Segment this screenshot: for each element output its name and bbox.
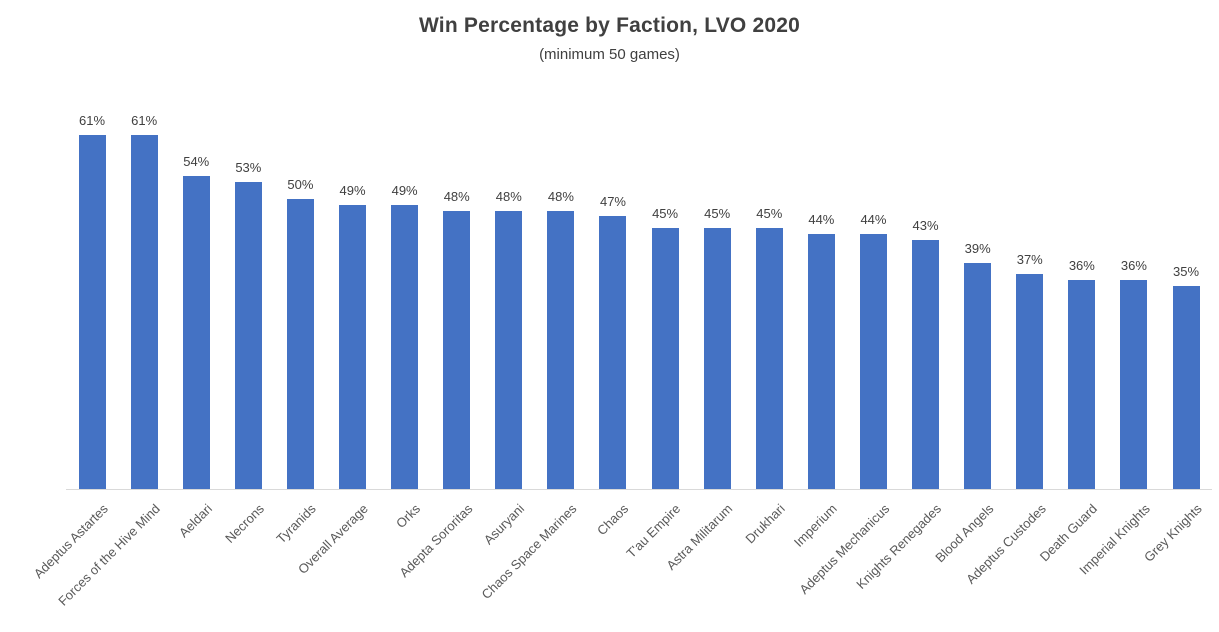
bar-group: 37% Adeptus Custodes (963, 89, 1056, 586)
chart-title: Win Percentage by Faction, LVO 2020 (418, 14, 801, 37)
x-axis-label: Necrons (222, 501, 267, 546)
bar-value-label: 48% (443, 188, 470, 204)
bar-value-label: 36% (1068, 258, 1095, 274)
bar-group: 36% Death Guard (1037, 89, 1108, 564)
bar-value-label: 47% (599, 194, 626, 210)
bar-value-label: 45% (704, 206, 731, 221)
bar-group: 48% Chaos Space Marines (478, 89, 587, 602)
bar (182, 175, 210, 489)
bar-value-label: 35% (1173, 264, 1200, 279)
bar-group: 54% Aeldari (170, 89, 222, 540)
bar-group: 43% Knights Renegades (853, 89, 952, 592)
bar (495, 210, 523, 489)
bar (130, 135, 158, 489)
x-axis-label: Imperium (791, 501, 840, 550)
bar (651, 228, 679, 489)
bar (859, 233, 887, 489)
x-axis-label: Tyranids (273, 501, 320, 547)
bar (1120, 280, 1148, 489)
bar-value-label: 61% (131, 113, 158, 129)
x-axis-label: Orks (393, 501, 424, 532)
bar-value-label: 44% (860, 211, 887, 227)
bar-value-label: 49% (339, 182, 366, 198)
bar-value-label: 61% (79, 113, 106, 129)
bar-value-label: 43% (912, 217, 939, 233)
bar-value-label: 45% (652, 206, 679, 221)
bar-value-label: 45% (756, 206, 783, 221)
bar (234, 181, 262, 489)
bar-group: 35% Grey Knights (1141, 89, 1212, 565)
chart-subtitle: (minimum 50 games) (539, 46, 680, 63)
bar (703, 228, 731, 489)
bar-group: 45% Drukhari (743, 89, 795, 546)
bar-value-label: 37% (1016, 252, 1043, 268)
bar-group: 36% Imperial Knights (1076, 89, 1160, 577)
bar-group: 47% Chaos (587, 89, 639, 538)
bar (1068, 280, 1096, 489)
bar (286, 199, 314, 489)
bar-group: 44% Adeptus Mechanicus (796, 89, 899, 597)
x-axis-label: Drukhari (742, 501, 788, 547)
bar-group: 48% Asuryani (481, 89, 535, 548)
bar (599, 216, 627, 489)
bar-value-label: 49% (391, 182, 418, 198)
x-axis-label: Forces of the Hive Mind (55, 501, 163, 609)
bar (964, 262, 992, 489)
bar-value-label: 50% (287, 177, 314, 192)
bar-group: 39% Blood Angels (932, 89, 1004, 565)
x-axis-label: Adeptus Mechanicus (796, 501, 893, 597)
bar (1172, 286, 1200, 489)
bar (443, 210, 471, 489)
bar-group: 53% Necrons (222, 89, 274, 546)
x-axis-label: Chaos Space Marines (478, 501, 580, 603)
bar (755, 228, 783, 489)
bar-value-label: 48% (547, 188, 574, 204)
bar-group: 61% Forces of the Hive Mind (55, 89, 170, 608)
x-axis-label: Asuryani (481, 501, 528, 548)
x-axis-label: Chaos (594, 501, 632, 539)
bar (391, 204, 419, 489)
bar (547, 210, 575, 489)
bar-group: 48% Adepta Sororitas (396, 89, 483, 580)
bar (807, 233, 835, 489)
x-axis-baseline (66, 489, 1212, 490)
bar-group: 45% T'au Empire (624, 89, 691, 561)
bar-group: 49% Orks (379, 89, 431, 531)
bar (78, 135, 106, 489)
bar-value-label: 44% (808, 211, 835, 227)
bar-group: 61% Adeptus Astartes (31, 89, 118, 581)
bar (339, 204, 367, 489)
bar-group: 45% Astra Militarum (664, 89, 743, 573)
plot-area: 61% Adeptus Astartes 61% Forces of the Hive… (31, 89, 1212, 608)
bar-group: 44% Imperium (791, 89, 847, 550)
bar-group: 49% Overall Average (295, 89, 378, 577)
bar-value-label: 54% (183, 153, 210, 169)
bar-group: 50% Tyranids (274, 89, 326, 546)
x-axis-label: Aeldari (175, 501, 215, 541)
bar (912, 239, 940, 489)
bar-value-label: 48% (495, 188, 522, 204)
bar-value-label: 53% (235, 159, 262, 175)
bar-value-label: 39% (964, 240, 991, 256)
bar-value-label: 36% (1120, 258, 1147, 274)
bar (1016, 274, 1044, 489)
